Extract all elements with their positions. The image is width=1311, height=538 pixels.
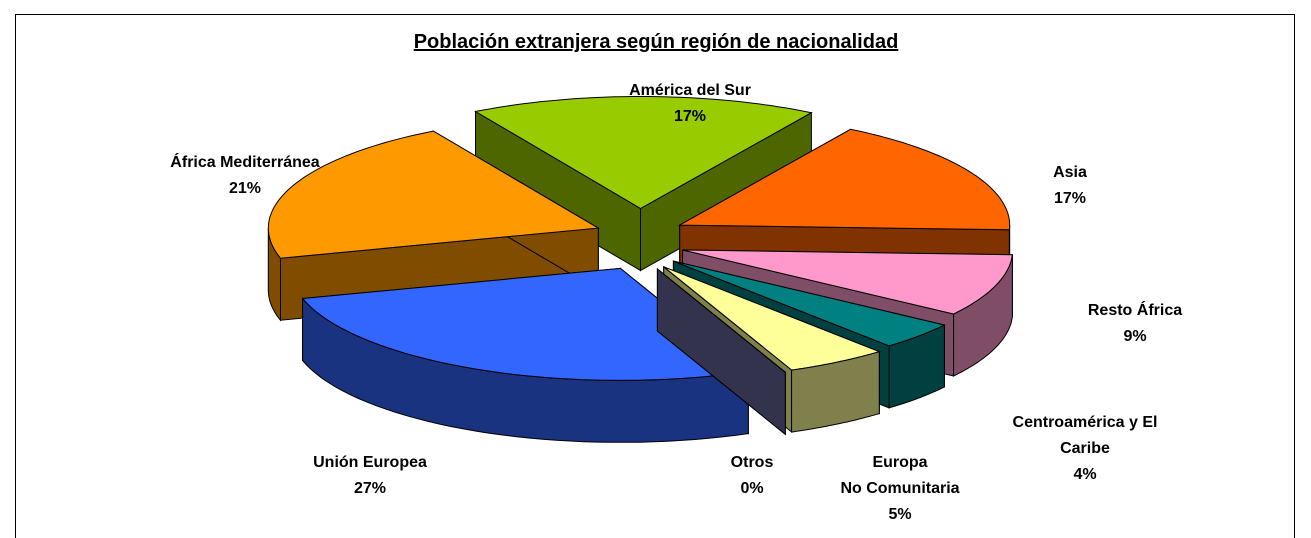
- slice-label: África Mediterránea: [170, 154, 320, 171]
- slice-top: [657, 268, 786, 373]
- slice-value-label: 5%: [888, 506, 912, 523]
- slice-top: [267, 130, 600, 259]
- slice-top: [301, 267, 750, 381]
- slice-label: Resto África: [1087, 302, 1183, 319]
- slice-value-label: 0%: [740, 480, 764, 497]
- slice-top: [474, 96, 813, 210]
- slice-top: [682, 249, 1013, 315]
- slice-value-label: 21%: [228, 180, 262, 197]
- slice-value-label: 27%: [353, 480, 387, 497]
- slice-label: Asia: [1053, 164, 1087, 181]
- slice-value-label: 9%: [1123, 328, 1147, 345]
- slice-top: [663, 266, 881, 371]
- chart-frame: [15, 14, 1295, 538]
- slice-label: América del Sur: [629, 82, 751, 99]
- slice-top: [677, 128, 1011, 231]
- slice-label: Otros: [730, 454, 774, 471]
- slice-label: Centroamérica y El Caribe: [1012, 414, 1158, 457]
- slice-value-label: 17%: [673, 108, 707, 125]
- slice-value-label: 17%: [1053, 190, 1087, 207]
- slice-top: [673, 260, 946, 347]
- slice-label: Unión Europea: [313, 454, 427, 471]
- slice-value-label: 4%: [1073, 466, 1097, 483]
- slice-label: Europa No Comunitaria: [840, 454, 960, 497]
- chart-title: Población extranjera según región de nac…: [413, 31, 899, 53]
